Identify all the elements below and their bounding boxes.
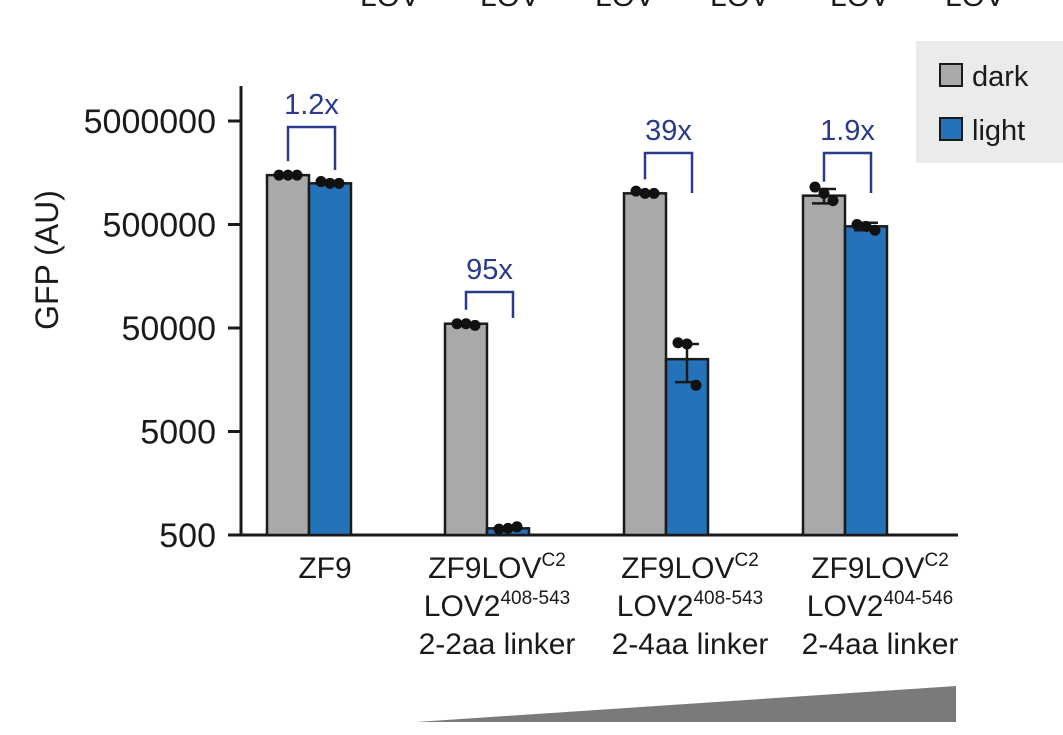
y-tick-label-1: 5000	[140, 414, 216, 452]
category-label-0-line-0: ZF9	[298, 552, 351, 585]
legend-label-light: light	[972, 115, 1025, 147]
point-light-3-0	[851, 219, 863, 230]
point-dark-3-1	[818, 187, 830, 199]
legend-background	[916, 41, 1063, 163]
point-dark-3-2	[827, 195, 839, 207]
fold-bracket-2	[643, 151, 694, 193]
fold-bracket-0	[286, 125, 337, 170]
category-label-3-line-2: 2-4aa linker	[802, 628, 959, 661]
point-light-2-0	[672, 337, 684, 349]
category-label-2-line-1: LOV2408-543	[617, 588, 763, 623]
point-dark-1-0	[451, 318, 463, 330]
category-label-1-line-1: LOV2408-543	[424, 588, 570, 623]
y-axis-label: GFP (AU)	[29, 190, 65, 330]
bar-dark-1	[443, 322, 489, 537]
top-cut-label-2: LOV	[595, 0, 655, 13]
legend: dark light	[916, 41, 1063, 163]
top-cut-label-5: LOV	[945, 0, 1005, 13]
point-dark-0-0	[273, 169, 285, 181]
bar-dark-0	[265, 173, 311, 537]
point-dark-1-1	[460, 318, 472, 330]
point-dark-0-1	[282, 169, 294, 181]
category-label-3-line-0: ZF9LOVC2	[811, 550, 949, 585]
point-light-2-2	[690, 379, 702, 391]
top-cut-label-3: LOV	[710, 0, 770, 13]
bar-light-2	[664, 357, 710, 537]
point-light-0-2	[333, 177, 345, 189]
category-label-1-line-0: ZF9LOVC2	[428, 550, 566, 585]
legend-swatch-dark	[939, 63, 963, 87]
category-label-2-line-0: ZF9LOVC2	[621, 550, 759, 585]
bar-light-0	[307, 182, 353, 537]
top-cut-label-1: LOV	[480, 0, 540, 13]
point-dark-2-2	[648, 187, 660, 199]
point-light-1-1	[502, 522, 514, 534]
fold-change-annotations: 1.2x 95x 39x 1.9x	[284, 89, 875, 318]
fold-change-label-2: 39x	[645, 115, 692, 147]
top-cut-labels: LOV LOV LOV LOV LOV LOV	[360, 0, 1005, 13]
point-dark-3-0	[809, 181, 821, 193]
category-label-3-line-1: LOV2404-546	[807, 588, 953, 623]
y-tick-label-4: 5000000	[84, 103, 216, 141]
increasing-linker-ramp	[416, 686, 956, 722]
point-light-1-0	[493, 523, 505, 535]
bar-light-3	[843, 225, 889, 537]
y-axis: 500 5000 50000 500000 5000000	[84, 86, 243, 555]
point-dark-1-2	[469, 319, 481, 331]
point-dark-2-1	[639, 187, 651, 199]
point-dark-0-2	[291, 169, 303, 181]
y-tick-label-2: 50000	[121, 310, 216, 348]
point-light-0-1	[324, 177, 336, 189]
fold-change-label-3: 1.9x	[820, 115, 875, 147]
point-light-3-1	[860, 220, 872, 232]
point-light-1-2	[511, 521, 523, 533]
point-light-2-1	[681, 338, 693, 350]
category-label-1-line-2: 2-2aa linker	[419, 628, 576, 661]
point-light-0-0	[315, 176, 327, 188]
data-points	[273, 169, 881, 535]
bar-dark-3	[801, 194, 847, 537]
point-dark-2-0	[630, 185, 642, 197]
legend-label-dark: dark	[972, 61, 1029, 93]
bar-dark-2	[622, 192, 668, 537]
fold-bracket-1	[464, 290, 515, 318]
fold-change-label-0: 1.2x	[284, 89, 339, 121]
fold-change-label-1: 95x	[466, 254, 513, 286]
top-cut-label-4: LOV	[830, 0, 890, 13]
point-light-3-2	[869, 224, 881, 236]
top-cut-label-0: LOV	[360, 0, 420, 13]
bars	[265, 173, 889, 537]
category-label-2-line-2: 2-4aa linker	[612, 628, 769, 661]
y-tick-label-0: 500	[159, 517, 216, 555]
legend-swatch-light	[939, 117, 963, 141]
fold-bracket-3	[822, 151, 873, 193]
y-tick-label-3: 500000	[103, 207, 216, 245]
